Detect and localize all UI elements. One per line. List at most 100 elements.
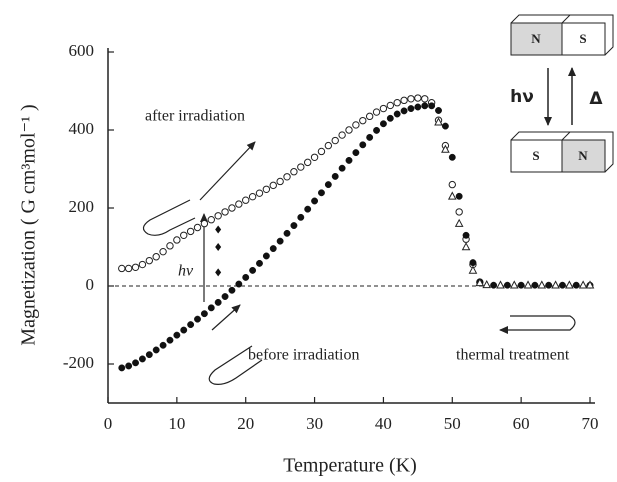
point — [379, 104, 388, 113]
point — [200, 219, 209, 228]
point — [448, 153, 456, 161]
magnet-block — [510, 139, 563, 173]
point — [523, 280, 533, 289]
point — [249, 266, 257, 274]
x-tick-label: 70 — [582, 414, 599, 433]
x-tick-label: 20 — [237, 414, 254, 433]
point — [159, 247, 167, 256]
point — [283, 173, 291, 181]
point — [297, 213, 305, 221]
annotation: thermal treatment — [456, 347, 570, 364]
point — [214, 212, 222, 220]
point — [221, 208, 229, 216]
point — [469, 259, 477, 267]
point — [235, 280, 243, 288]
point — [352, 149, 360, 157]
point — [262, 252, 270, 260]
point — [490, 281, 498, 289]
point — [572, 281, 580, 289]
inset-label: hν — [510, 87, 534, 107]
point — [386, 101, 395, 110]
point — [242, 196, 250, 204]
point — [131, 263, 140, 271]
annotation-arrow — [499, 315, 576, 334]
point — [311, 197, 319, 205]
point — [124, 264, 133, 273]
point — [166, 242, 174, 250]
x-tick-label: 60 — [513, 414, 530, 433]
point — [461, 242, 471, 251]
point — [297, 163, 305, 171]
magnet-block — [561, 22, 606, 56]
point — [118, 364, 126, 372]
magnet-edge — [561, 14, 571, 24]
point — [400, 107, 408, 115]
point — [276, 237, 284, 245]
pole-label: N — [578, 148, 588, 163]
point — [166, 336, 174, 344]
point — [145, 351, 153, 359]
point — [200, 310, 208, 318]
x-tick-label: 40 — [375, 414, 392, 433]
point — [215, 225, 222, 234]
annotation-arrow — [211, 304, 241, 331]
point — [228, 204, 236, 212]
annotation: before irradiation — [248, 347, 360, 364]
point — [256, 259, 263, 267]
point — [503, 281, 511, 289]
point — [331, 172, 339, 180]
pole-label: S — [579, 31, 586, 46]
point — [366, 133, 374, 141]
point — [359, 141, 367, 149]
point — [304, 205, 312, 213]
point — [400, 96, 408, 105]
point — [303, 158, 312, 167]
point — [455, 192, 463, 200]
x-axis-label: Temperature (K) — [283, 455, 417, 477]
point — [454, 218, 464, 227]
point — [455, 208, 463, 216]
point — [228, 286, 236, 294]
point — [421, 102, 429, 110]
point — [235, 200, 243, 208]
annotation-arrow — [142, 199, 196, 236]
point — [379, 120, 387, 128]
point — [187, 321, 195, 329]
point — [173, 331, 181, 339]
point — [578, 280, 588, 289]
point — [372, 108, 381, 116]
point — [207, 216, 215, 224]
point — [585, 280, 595, 289]
point — [159, 341, 167, 349]
point — [290, 222, 298, 230]
point — [138, 355, 146, 363]
point — [441, 122, 449, 130]
y-axis-label: Magnetization ( G cm³mol⁻¹ ) — [18, 104, 40, 345]
point — [215, 243, 222, 251]
magnet-outline — [510, 131, 614, 173]
point — [317, 147, 326, 156]
point — [173, 236, 181, 244]
pole-label: S — [532, 148, 539, 163]
point — [545, 281, 553, 289]
inset: N S S N hν Δ — [510, 14, 614, 173]
point — [509, 280, 519, 289]
point — [373, 126, 380, 134]
point — [447, 191, 457, 200]
x-tick-label: 10 — [168, 414, 185, 433]
point — [338, 131, 346, 139]
point — [393, 110, 401, 118]
point — [482, 279, 492, 289]
point — [255, 189, 264, 197]
point — [462, 231, 470, 239]
point — [421, 95, 429, 103]
point — [414, 94, 422, 102]
point — [537, 280, 547, 289]
point — [407, 95, 415, 103]
point — [359, 116, 367, 125]
point — [310, 153, 319, 162]
point — [393, 99, 401, 107]
point — [345, 156, 353, 164]
y-tick-label: 0 — [86, 275, 95, 294]
point — [193, 223, 202, 232]
